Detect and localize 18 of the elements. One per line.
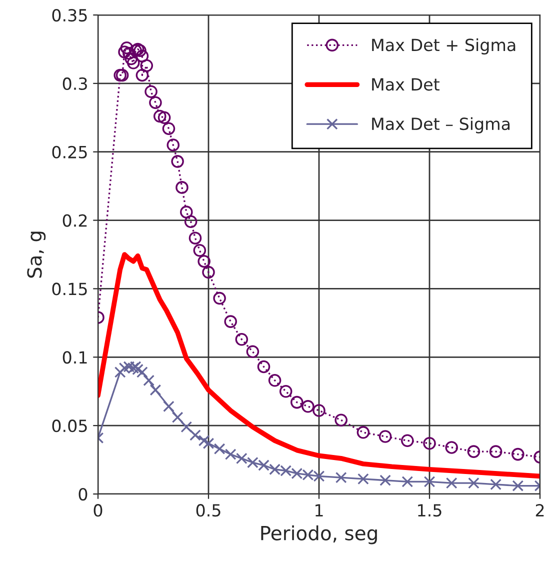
y-tick-label: 0.2 (62, 214, 87, 227)
x-tick-label: 0.5 (196, 504, 220, 517)
x-tick-label: 2 (536, 504, 544, 516)
legend-label: Max Det + Sigma (372, 38, 516, 54)
x-tick-label: 0 (94, 504, 102, 517)
y-tick-label: 0.35 (52, 8, 87, 22)
x-tick-label: 1.5 (418, 504, 442, 517)
legend-label: Max Det (372, 78, 440, 91)
y-tick-label: 0.15 (52, 282, 87, 296)
y-axis-title: Sa, g (27, 232, 46, 278)
y-tick-label: 0.05 (52, 420, 87, 432)
y-tick-label: 0.25 (52, 146, 87, 158)
y-tick-label: 0.3 (62, 77, 87, 90)
x-tick-label: 1 (316, 504, 323, 516)
x-axis-title: Periodo, seg (261, 525, 377, 544)
y-tick-label: 0 (78, 488, 88, 501)
y-tick-label: 0.1 (62, 351, 87, 364)
legend-label: Max Det – Sigma (372, 117, 510, 134)
